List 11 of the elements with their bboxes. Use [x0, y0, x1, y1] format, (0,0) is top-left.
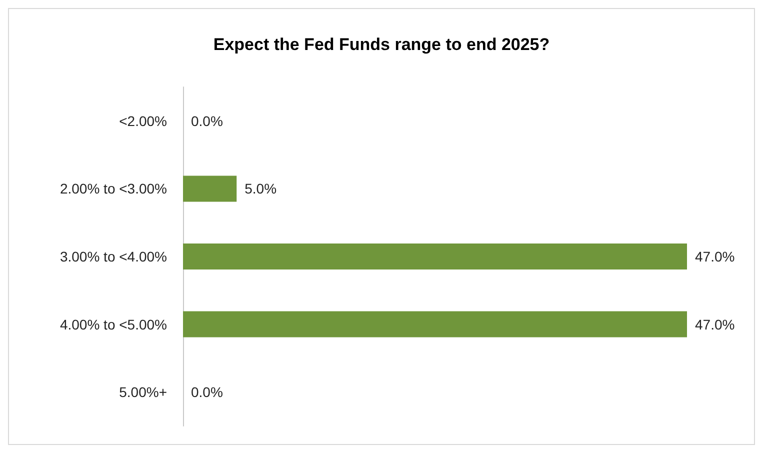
- chart-title: Expect the Fed Funds range to end 2025?: [213, 35, 550, 54]
- data-label: 5.0%: [244, 180, 277, 197]
- data-label: 0.0%: [191, 384, 223, 400]
- y-tick-label: 3.00% to <4.00%: [60, 248, 167, 264]
- y-tick-label: 4.00% to <5.00%: [60, 316, 167, 332]
- data-label: 47.0%: [695, 248, 735, 264]
- data-label: 0.0%: [191, 112, 223, 129]
- y-tick-label: <2.00%: [119, 112, 167, 129]
- y-tick-label: 5.00%+: [119, 384, 167, 400]
- data-label: 47.0%: [695, 316, 735, 332]
- y-tick-label: 2.00% to <3.00%: [60, 180, 167, 197]
